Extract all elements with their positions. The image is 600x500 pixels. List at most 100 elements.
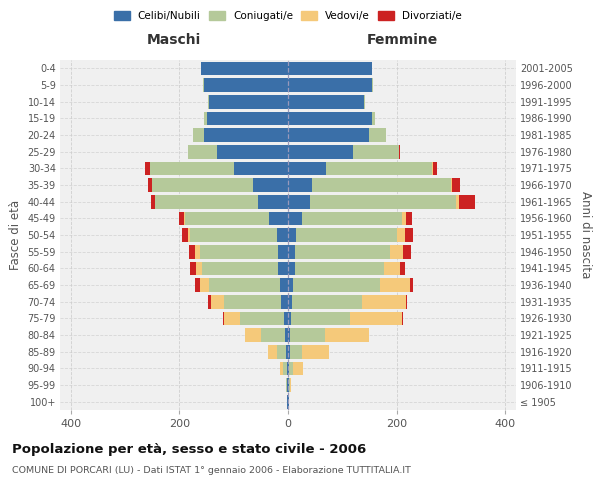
Bar xyxy=(399,145,400,158)
Bar xyxy=(283,362,287,375)
Bar xyxy=(295,262,384,275)
Text: Popolazione per età, sesso e stato civile - 2006: Popolazione per età, sesso e stato civil… xyxy=(12,442,366,456)
Bar xyxy=(201,62,288,75)
Bar xyxy=(204,112,206,125)
Bar xyxy=(268,345,277,358)
Bar xyxy=(182,228,188,242)
Bar xyxy=(184,212,185,225)
Bar xyxy=(278,245,288,258)
Bar xyxy=(290,345,302,358)
Bar xyxy=(432,162,433,175)
Bar xyxy=(290,328,325,342)
Bar xyxy=(188,245,195,258)
Bar xyxy=(211,295,224,308)
Bar xyxy=(302,345,329,358)
Bar xyxy=(362,295,406,308)
Bar xyxy=(261,328,285,342)
Bar xyxy=(353,145,399,158)
Bar xyxy=(152,178,253,192)
Bar xyxy=(313,178,451,192)
Bar xyxy=(200,245,278,258)
Bar xyxy=(370,128,386,142)
Bar xyxy=(277,345,286,358)
Bar xyxy=(202,262,278,275)
Bar xyxy=(296,228,397,242)
Text: Femmine: Femmine xyxy=(367,32,437,46)
Bar xyxy=(403,245,411,258)
Bar xyxy=(402,312,403,325)
Bar xyxy=(148,178,152,192)
Bar xyxy=(288,212,302,225)
Bar xyxy=(280,362,283,375)
Bar xyxy=(364,95,365,108)
Text: Maschi: Maschi xyxy=(147,32,201,46)
Bar xyxy=(402,212,406,225)
Bar xyxy=(288,62,372,75)
Bar xyxy=(190,262,196,275)
Bar xyxy=(452,178,460,192)
Bar xyxy=(397,228,405,242)
Bar xyxy=(179,212,184,225)
Bar xyxy=(196,262,202,275)
Bar xyxy=(288,345,290,358)
Bar xyxy=(456,195,459,208)
Bar xyxy=(433,162,437,175)
Bar xyxy=(292,295,362,308)
Bar xyxy=(224,312,240,325)
Bar xyxy=(288,145,353,158)
Bar xyxy=(310,195,456,208)
Bar xyxy=(200,278,209,292)
Bar xyxy=(277,228,288,242)
Bar xyxy=(289,378,290,392)
Bar xyxy=(208,295,211,308)
Bar xyxy=(289,362,293,375)
Bar xyxy=(288,162,326,175)
Bar xyxy=(224,295,281,308)
Bar xyxy=(288,362,289,375)
Y-axis label: Fasce di età: Fasce di età xyxy=(9,200,22,270)
Bar xyxy=(209,95,288,108)
Bar xyxy=(281,295,288,308)
Bar xyxy=(190,228,277,242)
Bar xyxy=(326,162,432,175)
Bar xyxy=(288,195,310,208)
Bar xyxy=(278,262,288,275)
Bar xyxy=(410,278,413,292)
Bar xyxy=(288,112,372,125)
Bar xyxy=(269,212,288,225)
Bar xyxy=(406,212,412,225)
Text: COMUNE DI PORCARI (LU) - Dati ISTAT 1° gennaio 2006 - Elaborazione TUTTITALIA.IT: COMUNE DI PORCARI (LU) - Dati ISTAT 1° g… xyxy=(12,466,411,475)
Bar xyxy=(155,195,258,208)
Bar xyxy=(204,78,288,92)
Bar xyxy=(350,312,402,325)
Bar xyxy=(209,278,280,292)
Bar xyxy=(188,145,217,158)
Bar xyxy=(288,78,372,92)
Bar xyxy=(291,312,350,325)
Bar xyxy=(145,162,149,175)
Bar xyxy=(234,162,288,175)
Bar xyxy=(286,378,287,392)
Bar xyxy=(288,262,295,275)
Bar xyxy=(372,112,375,125)
Bar xyxy=(286,345,288,358)
Bar xyxy=(325,328,369,342)
Bar xyxy=(288,178,313,192)
Bar xyxy=(188,228,190,242)
Bar xyxy=(284,312,288,325)
Bar xyxy=(293,362,303,375)
Bar xyxy=(400,262,405,275)
Bar xyxy=(287,362,288,375)
Bar xyxy=(406,295,407,308)
Bar xyxy=(288,245,295,258)
Bar xyxy=(217,145,288,158)
Bar xyxy=(293,278,380,292)
Bar xyxy=(288,228,296,242)
Bar xyxy=(451,178,452,192)
Bar xyxy=(195,278,200,292)
Bar xyxy=(195,245,200,258)
Bar xyxy=(288,278,293,292)
Bar xyxy=(288,328,290,342)
Bar xyxy=(204,128,288,142)
Bar xyxy=(280,278,288,292)
